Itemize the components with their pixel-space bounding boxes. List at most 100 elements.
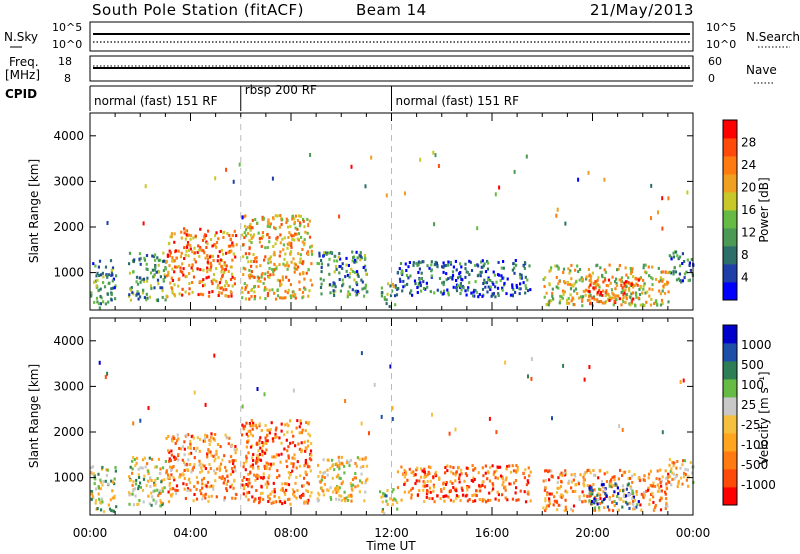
heatmap-cell <box>208 268 211 272</box>
heatmap-cell <box>625 293 628 297</box>
y-tick-label: 2000 <box>53 220 84 234</box>
heatmap-cell <box>597 498 600 502</box>
heatmap-cell <box>173 232 176 236</box>
heatmap-cell <box>557 286 560 290</box>
heatmap-cell <box>264 272 267 276</box>
heatmap-cell <box>167 241 171 245</box>
heatmap-cell <box>191 290 194 294</box>
heatmap-cell <box>385 499 388 503</box>
heatmap-cell <box>430 260 433 264</box>
heatmap-cell <box>613 504 616 507</box>
heatmap-cell <box>358 490 361 494</box>
heatmap-cell <box>192 236 195 240</box>
heatmap-cell <box>666 479 670 483</box>
heatmap-cell <box>107 300 110 304</box>
heatmap-cell <box>593 297 596 301</box>
heatmap-cell <box>613 475 616 479</box>
heatmap-cell <box>578 278 581 282</box>
heatmap-cell <box>252 466 255 470</box>
heatmap-cell <box>344 275 347 279</box>
heatmap-cell <box>334 285 337 289</box>
heatmap-cell <box>592 507 595 511</box>
heatmap-cell <box>321 475 324 479</box>
heatmap-cell <box>477 295 480 299</box>
heatmap-cell <box>256 454 259 458</box>
heatmap-cell <box>490 294 493 298</box>
heatmap-cell <box>293 238 296 242</box>
heatmap-cell <box>545 504 548 508</box>
heatmap-cell <box>113 494 116 498</box>
heatmap-cell <box>311 283 314 287</box>
heatmap-cell <box>275 453 278 457</box>
heatmap-cell <box>563 290 566 294</box>
heatmap-cell <box>547 303 550 307</box>
heatmap-cell <box>141 291 145 295</box>
heatmap-cell <box>150 491 153 495</box>
heatmap-cell <box>396 486 400 490</box>
heatmap-cell <box>380 286 383 290</box>
heatmap-cell <box>602 280 605 284</box>
heatmap-cell <box>688 261 691 265</box>
heatmap-cell <box>345 461 348 465</box>
heatmap-cell <box>590 502 593 506</box>
heatmap-cell <box>589 492 592 496</box>
heatmap-cell <box>205 240 208 244</box>
heatmap-cell <box>332 289 335 293</box>
heatmap-cell <box>397 287 400 290</box>
heatmap-cell <box>112 480 115 484</box>
heatmap-cell <box>635 293 638 296</box>
heatmap-cell <box>678 264 682 268</box>
heatmap-cell <box>210 494 213 498</box>
heatmap-cell <box>605 300 608 304</box>
heatmap-cell <box>356 283 359 287</box>
heatmap-cell <box>683 272 687 276</box>
heatmap-cell <box>263 288 266 292</box>
heatmap-cell <box>461 278 464 282</box>
heatmap-cell <box>592 286 595 290</box>
heatmap-cell <box>348 460 351 464</box>
heatmap-cell <box>286 291 289 295</box>
heatmap-cell <box>477 471 480 475</box>
heatmap-cell <box>212 273 216 276</box>
heatmap-cell <box>337 459 341 463</box>
heatmap-cell <box>154 501 157 505</box>
heatmap-cell <box>417 260 420 264</box>
heatmap-cell <box>466 486 469 490</box>
heatmap-cell <box>234 496 237 500</box>
heatmap-cell <box>403 284 406 288</box>
heatmap-cell <box>290 430 293 434</box>
heatmap-cell <box>402 285 405 289</box>
heatmap-cell <box>500 266 503 270</box>
heatmap-cell <box>363 286 366 290</box>
colorbar-segment <box>723 246 737 265</box>
heatmap-cell <box>335 462 338 466</box>
heatmap-cell <box>608 508 611 512</box>
heatmap-cell <box>278 474 281 478</box>
heatmap-cell <box>381 509 384 513</box>
heatmap-cell <box>651 283 654 287</box>
heatmap-cell <box>266 439 269 443</box>
heatmap-cell <box>445 481 448 484</box>
heatmap-cell <box>603 506 606 510</box>
heatmap-cell <box>656 483 659 487</box>
heatmap-cell <box>452 486 455 489</box>
heatmap-cell <box>564 505 567 509</box>
heatmap-cell <box>613 500 616 503</box>
heatmap-cell <box>544 486 547 490</box>
heatmap-cell <box>560 471 563 475</box>
heatmap-cell <box>140 278 143 282</box>
heatmap-cell <box>338 278 341 281</box>
freq-frame <box>89 55 694 82</box>
heatmap-cell <box>278 263 281 267</box>
heatmap-cell <box>317 498 321 502</box>
heatmap-cell <box>455 283 459 287</box>
heatmap-cell <box>141 466 144 470</box>
heatmap-cell <box>545 478 548 482</box>
heatmap-cell <box>173 259 176 263</box>
heatmap-cell <box>145 262 148 266</box>
heatmap-cell <box>602 490 605 494</box>
heatmap-cell <box>252 253 255 256</box>
heatmap-cell <box>163 259 166 263</box>
heatmap-cell <box>618 424 621 429</box>
heatmap-cell <box>364 457 367 461</box>
